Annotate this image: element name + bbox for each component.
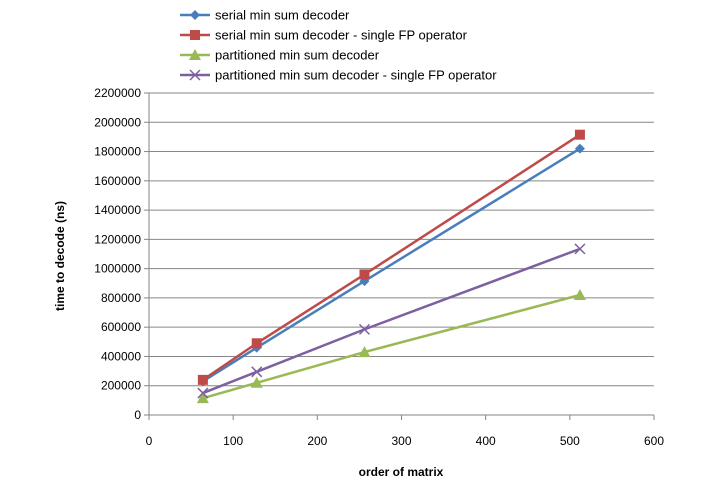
- series-group: [196, 129, 586, 404]
- y-tick-label: 1200000: [94, 232, 141, 246]
- legend: serial min sum decoder serial min sum dec…: [180, 8, 497, 83]
- axes: [144, 92, 655, 420]
- data-point-s4-3: [358, 323, 370, 335]
- y-tick-label: 1600000: [94, 174, 141, 188]
- x-tick-label: 500: [560, 434, 580, 448]
- gridlines: [149, 92, 654, 387]
- x-tick-label: 200: [307, 434, 327, 448]
- data-point-s4-4: [574, 243, 586, 255]
- data-point-s4-2: [251, 366, 263, 378]
- data-point-s3-2: [250, 376, 263, 388]
- legend-marker-3: [189, 49, 201, 60]
- x-tick-labels: 0 100 200 300 400 500 600: [146, 434, 665, 448]
- legend-label-3: partitioned min sum decoder: [215, 48, 380, 63]
- y-tick-label: 0: [134, 408, 141, 422]
- x-tick-label: 400: [476, 434, 496, 448]
- legend-marker-1: [190, 10, 200, 20]
- x-tick-label: 600: [644, 434, 664, 448]
- legend-label-1: serial min sum decoder: [215, 8, 350, 23]
- series-line-2: [202, 133, 581, 381]
- data-point-s2-1: [197, 374, 208, 385]
- data-point-s2-3: [359, 269, 370, 280]
- y-axis-title: time to decode (ns): [53, 201, 67, 311]
- data-point-s3-1: [196, 392, 209, 404]
- x-tick-label: 100: [223, 434, 243, 448]
- y-tick-label: 2200000: [94, 86, 141, 100]
- y-tick-label: 200000: [101, 379, 141, 393]
- legend-marker-4: [189, 69, 201, 81]
- y-tick-label: 800000: [101, 291, 141, 305]
- series-line-4: [202, 247, 581, 395]
- x-tick-label: 0: [146, 434, 153, 448]
- data-point-s2-2: [251, 338, 262, 349]
- data-point-s3-3: [358, 346, 371, 358]
- x-tick-label: 300: [391, 434, 411, 448]
- y-tick-labels: 0 200000 400000 600000 800000 1000000 1200000 1…: [94, 86, 141, 422]
- y-tick-label: 2000000: [94, 115, 141, 129]
- legend-marker-2: [190, 30, 200, 40]
- data-point-s4-1: [197, 387, 209, 399]
- legend-label-4: partitioned min sum decoder - single FP …: [215, 68, 497, 83]
- y-tick-label: 1800000: [94, 145, 141, 159]
- y-tick-label: 1400000: [94, 203, 141, 217]
- y-tick-label: 400000: [101, 349, 141, 363]
- y-tick-label: 1000000: [94, 262, 141, 276]
- series-line-1: [202, 147, 581, 383]
- data-point-s2-4: [574, 129, 585, 140]
- y-tick-label: 600000: [101, 320, 141, 334]
- data-point-s3-4: [573, 288, 586, 300]
- x-axis-title: order of matrix: [359, 465, 444, 479]
- legend-label-2: serial min sum decoder - single FP opera…: [215, 28, 468, 43]
- series-line-3: [202, 293, 581, 400]
- data-point-s1-4: [574, 143, 585, 154]
